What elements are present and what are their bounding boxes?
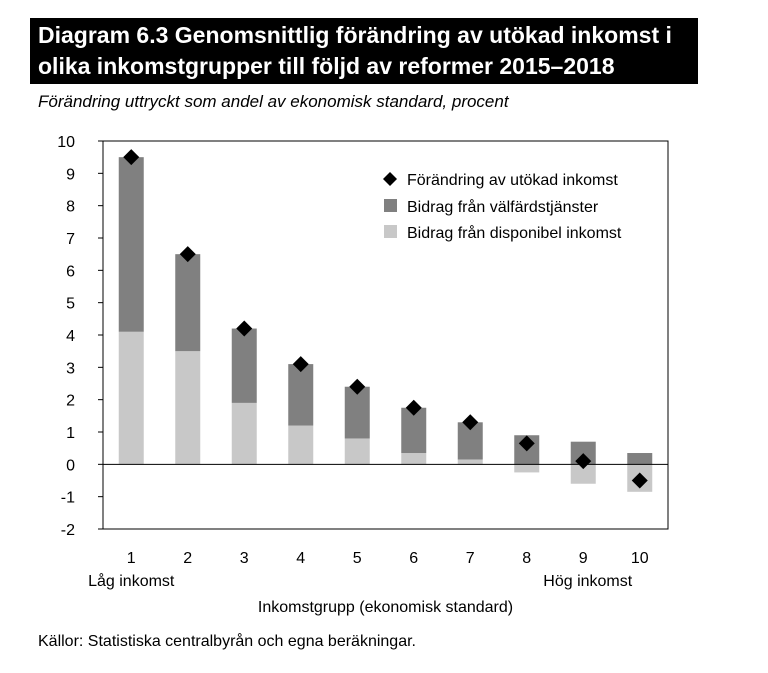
x-sublabel-low-income: Låg inkomst: [88, 572, 175, 590]
diamond-marker: [631, 472, 648, 489]
y-tick-label: 0: [66, 457, 75, 474]
y-tick-label: 6: [66, 263, 75, 280]
legend-label: Bidrag från välfärdstjänster: [407, 198, 599, 216]
diamond-marker: [575, 453, 592, 470]
bar-disposable-income: [514, 464, 540, 473]
y-tick-label: 1: [66, 425, 75, 442]
y-tick-label: 2: [66, 393, 75, 410]
legend-marker-icon: [383, 172, 397, 186]
y-tick-label: 9: [66, 166, 75, 183]
x-tick-label: 6: [409, 550, 418, 567]
bar-welfare-services: [570, 441, 596, 465]
x-tick-label: 7: [466, 550, 475, 567]
bar-welfare-services: [231, 328, 257, 403]
bar-disposable-income: [401, 453, 427, 465]
diamond-marker: [349, 378, 366, 395]
x-tick-label: 5: [353, 550, 362, 567]
y-tick-label: -2: [61, 522, 75, 539]
legend-swatch: [384, 199, 397, 212]
y-tick-label: 4: [66, 328, 75, 345]
y-tick-label: 3: [66, 360, 75, 377]
title-banner: Diagram 6.3 Genomsnittlig förändring av …: [30, 18, 698, 84]
source-note: Källor: Statistiska centralbyrån och egn…: [38, 633, 416, 650]
diamond-marker: [123, 149, 140, 166]
diamond-marker: [179, 246, 196, 263]
y-tick-label: 8: [66, 199, 75, 216]
bar-welfare-services: [175, 254, 201, 352]
bar-welfare-services: [344, 386, 370, 439]
x-sublabel-high-income: Hög inkomst: [543, 573, 632, 590]
x-tick-label: 2: [183, 550, 192, 567]
bar-welfare-services: [288, 364, 314, 426]
diamond-marker: [462, 414, 479, 431]
x-tick-label: 4: [296, 550, 305, 567]
chart-title-line-1: Diagram 6.3 Genomsnittlig förändring av …: [38, 22, 672, 48]
bar-disposable-income: [457, 459, 483, 465]
chart-subtitle: Förändring uttryckt som andel av ekonomi…: [38, 92, 509, 111]
y-tick-label: 5: [66, 296, 75, 313]
bar-welfare-services: [627, 453, 653, 465]
diamond-marker: [518, 435, 535, 452]
x-tick-label: 3: [240, 550, 249, 567]
bar-welfare-services: [118, 157, 144, 332]
legend-label: Bidrag från disponibel inkomst: [407, 224, 622, 242]
x-axis-title: Inkomstgrupp (ekonomisk standard): [258, 599, 513, 616]
bar-disposable-income: [118, 331, 144, 465]
y-tick-label: 10: [57, 134, 75, 151]
legend-swatch: [384, 225, 397, 238]
x-tick-label: 9: [579, 550, 588, 567]
x-tick-label: 10: [631, 550, 649, 567]
bar-disposable-income: [570, 464, 596, 484]
y-tick-label: -1: [61, 490, 75, 507]
x-tick-label: 1: [127, 550, 136, 567]
bar-disposable-income: [344, 438, 370, 465]
y-tick-label: 7: [66, 231, 75, 248]
diamond-marker: [405, 399, 422, 416]
diamond-marker: [292, 356, 309, 373]
bar-disposable-income: [288, 425, 314, 465]
bar-disposable-income: [175, 351, 201, 465]
diamond-marker: [236, 320, 253, 337]
bar-disposable-income: [231, 402, 257, 465]
legend-label: Förändring av utökad inkomst: [407, 172, 618, 189]
x-tick-label: 8: [522, 550, 531, 567]
chart-title-line-2: olika inkomstgrupper till följd av refor…: [38, 53, 615, 79]
